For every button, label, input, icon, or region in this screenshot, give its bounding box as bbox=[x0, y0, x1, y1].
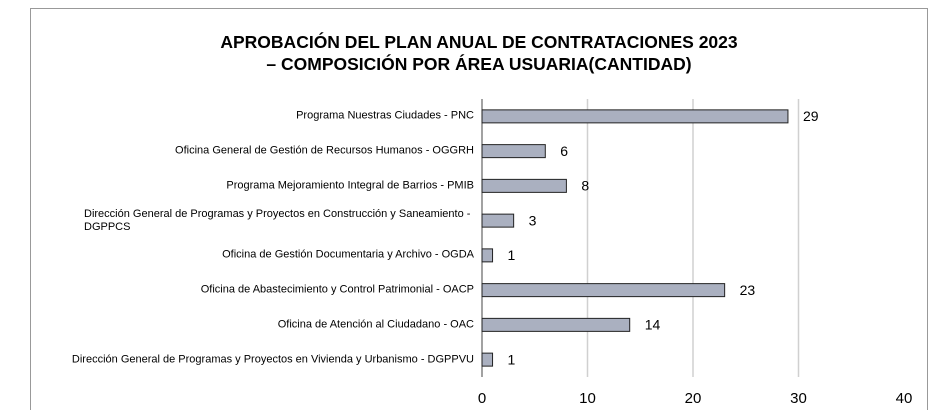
y-tick-label: Oficina General de Gestión de Recursos H… bbox=[175, 144, 474, 157]
bar bbox=[481, 213, 515, 228]
bar bbox=[481, 317, 631, 332]
y-tick-label: Oficina de Gestión Documentaria y Archiv… bbox=[222, 248, 474, 261]
value-label: 14 bbox=[645, 317, 661, 333]
y-tick-label: Oficina de Atención al Ciudadano - OAC bbox=[277, 318, 474, 331]
x-tick-label: 40 bbox=[896, 390, 913, 407]
y-tick-label: Oficina de Abastecimiento y Control Patr… bbox=[200, 283, 474, 296]
bar bbox=[481, 144, 546, 159]
x-tick-label: 0 bbox=[478, 390, 486, 407]
y-tick-label: Dirección General de Programas y Proyect… bbox=[71, 353, 474, 366]
bar bbox=[481, 283, 726, 298]
y-tick-label: Programa Mejoramiento Integral de Barrio… bbox=[226, 179, 474, 192]
bar bbox=[481, 352, 494, 367]
value-label: 1 bbox=[508, 247, 516, 263]
x-tick-label: 10 bbox=[579, 390, 596, 407]
value-label: 23 bbox=[740, 282, 756, 298]
value-label: 6 bbox=[560, 143, 568, 159]
chart-frame bbox=[30, 8, 928, 410]
chart-title: APROBACIÓN DEL PLAN ANUAL DE CONTRATACIO… bbox=[220, 32, 738, 52]
value-label: 8 bbox=[581, 178, 589, 194]
value-label: 1 bbox=[508, 351, 516, 367]
y-tick-label: Programa Nuestras Ciudades - PNC bbox=[296, 109, 474, 122]
chart-title: – COMPOSICIÓN POR ÁREA USUARIA(CANTIDAD) bbox=[266, 54, 692, 74]
y-tick-label: Dirección General de Programas y Proyect… bbox=[84, 207, 471, 233]
value-label: 3 bbox=[529, 212, 537, 228]
bar bbox=[481, 248, 494, 263]
bar bbox=[481, 109, 789, 124]
value-label: 29 bbox=[803, 108, 819, 124]
x-tick-label: 20 bbox=[685, 390, 702, 407]
bar bbox=[481, 178, 567, 193]
x-tick-label: 30 bbox=[790, 390, 807, 407]
